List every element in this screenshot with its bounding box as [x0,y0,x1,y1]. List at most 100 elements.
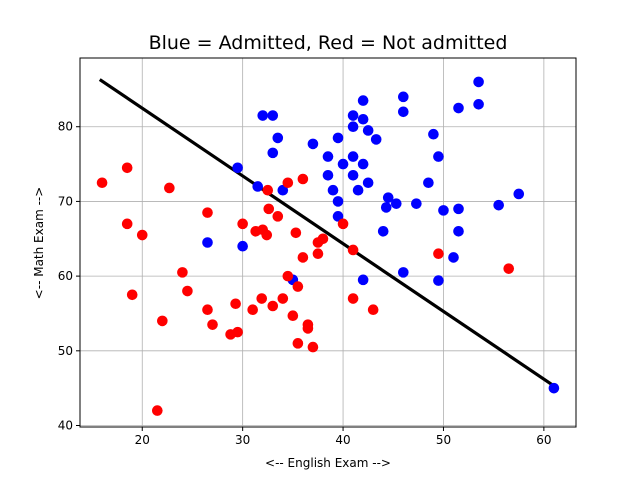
data-point [202,304,213,316]
data-point [428,128,439,140]
data-point [126,289,138,301]
data-point [267,147,279,159]
data-point [357,95,369,106]
data-point [411,198,422,209]
data-point [548,382,560,394]
data-point [257,110,269,121]
data-point [252,181,264,192]
y-tick-label: 80 [58,120,73,134]
data-point [380,202,392,213]
red-points [96,162,515,416]
data-point [267,300,279,312]
data-point [267,110,279,121]
data-point [290,227,302,239]
data-point [157,315,168,327]
data-point [182,285,193,297]
data-point [312,248,324,260]
data-point [317,233,329,245]
data-point [237,218,248,230]
data-point [297,173,309,185]
data-point [438,205,449,216]
y-tick-label: 70 [58,194,73,208]
data-point [337,158,349,170]
data-point [347,121,359,133]
blue-points [202,76,560,394]
data-point [423,177,434,189]
x-tick-label: 30 [235,433,250,447]
data-point [232,326,243,338]
data-point [272,211,284,222]
data-point [337,218,349,230]
data-point [230,298,241,310]
data-point [152,405,163,416]
data-point [263,203,275,215]
x-tick-label: 20 [135,433,150,447]
data-point [362,177,374,189]
data-point [367,304,379,316]
data-point [202,207,213,218]
data-point [357,274,369,286]
data-point [277,184,289,196]
chart-title: Blue = Admitted, Red = Not admitted [149,32,508,54]
y-tick-label: 40 [58,419,73,433]
data-point [307,341,319,353]
data-point [202,237,213,248]
data-point [121,218,133,230]
data-point [513,188,525,200]
x-tick-label: 50 [436,433,451,447]
data-point [473,76,484,88]
data-point [377,225,389,237]
data-point [277,293,289,304]
data-point [292,281,304,292]
data-point [164,182,175,194]
data-point [398,267,409,278]
data-point [453,203,464,215]
data-point [322,151,334,162]
data-point [322,169,334,181]
data-point [327,184,339,196]
data-point [473,99,484,110]
data-points [96,76,560,416]
data-point [302,323,314,334]
data-point [247,304,258,316]
data-point [362,125,374,136]
data-point [347,244,359,256]
data-point [177,267,188,278]
data-point [382,192,394,203]
data-point [282,177,294,189]
data-point [390,198,402,209]
data-point [307,138,319,150]
x-tick-label: 60 [536,433,551,447]
data-point [332,196,344,207]
data-point [282,270,294,282]
data-point [256,293,268,304]
decision-line [98,78,557,389]
data-point [398,91,409,103]
x-axis-ticks: 20 30 40 50 60 [135,427,552,447]
data-point [297,252,309,263]
data-point [287,310,299,322]
data-point [272,132,284,144]
data-point [347,169,359,181]
data-point [398,106,409,118]
y-axis-ticks: 40 50 60 70 80 [58,120,80,433]
data-point [332,132,344,144]
data-point [453,225,464,237]
data-point [121,162,133,174]
data-point [352,184,364,196]
decision-boundary [98,78,557,389]
data-point [448,252,459,263]
plot-frame [79,57,577,428]
data-point [357,113,369,125]
data-point [292,338,304,349]
data-point [493,199,504,211]
y-axis-label: <-- Math Exam --> [32,187,46,300]
data-point [503,263,515,274]
data-point [262,184,274,196]
data-point [261,229,273,241]
data-point [433,151,444,162]
y-tick-label: 60 [58,269,73,283]
data-point [332,211,344,222]
data-point [96,177,108,189]
data-point [453,102,464,114]
